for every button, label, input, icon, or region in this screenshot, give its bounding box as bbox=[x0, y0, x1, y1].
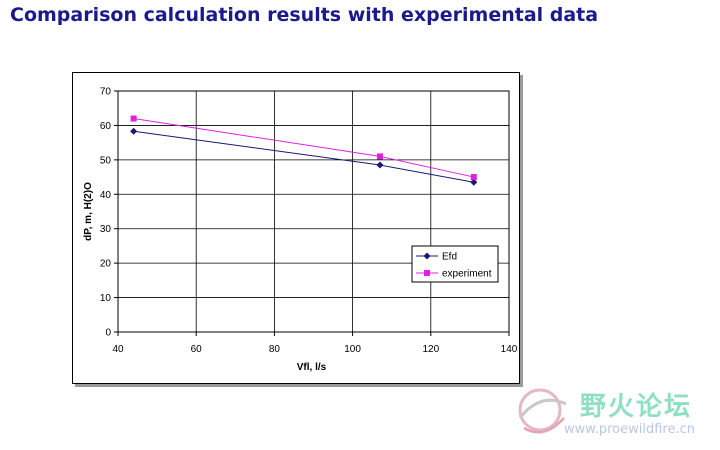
y-tick-label: 70 bbox=[100, 87, 112, 98]
watermark-url: www.proewildfire.cn bbox=[564, 422, 695, 437]
y-tick-label: 50 bbox=[100, 155, 112, 166]
x-tick-label: 60 bbox=[191, 344, 203, 355]
page-title: Comparison calculation results with expe… bbox=[10, 4, 599, 26]
x-tick-label: 100 bbox=[344, 344, 361, 355]
legend-entry: experiment bbox=[442, 269, 492, 280]
legend-entry: Efd bbox=[442, 252, 457, 263]
y-axis-label: dP, m, H(2)O bbox=[83, 182, 94, 241]
y-tick-label: 0 bbox=[105, 328, 111, 339]
series-point-experiment bbox=[376, 153, 383, 160]
y-tick-label: 10 bbox=[100, 293, 112, 304]
series-point-efd bbox=[376, 161, 384, 169]
series-point-efd bbox=[130, 127, 138, 135]
watermark-logo-icon bbox=[518, 388, 567, 434]
x-tick-label: 80 bbox=[269, 344, 281, 355]
x-axis-label: Vfl, l/s bbox=[297, 362, 327, 373]
series-point-efd bbox=[470, 178, 478, 186]
plot-area bbox=[117, 90, 510, 333]
y-tick-label: 60 bbox=[100, 121, 112, 132]
series-point-experiment bbox=[470, 174, 477, 181]
watermark: 野火论坛 www.proewildfire.cn bbox=[510, 382, 716, 446]
y-tick-label: 20 bbox=[100, 259, 112, 270]
watermark-text: 野火论坛 bbox=[580, 392, 693, 422]
y-tick-label: 40 bbox=[100, 190, 112, 201]
legend-marker bbox=[424, 270, 430, 276]
x-tick-label: 40 bbox=[112, 344, 124, 355]
x-tick-label: 140 bbox=[501, 344, 518, 355]
legend-marker bbox=[423, 252, 431, 260]
y-tick-label: 30 bbox=[100, 224, 112, 235]
x-tick-label: 120 bbox=[422, 344, 439, 355]
series-point-experiment bbox=[130, 115, 137, 122]
